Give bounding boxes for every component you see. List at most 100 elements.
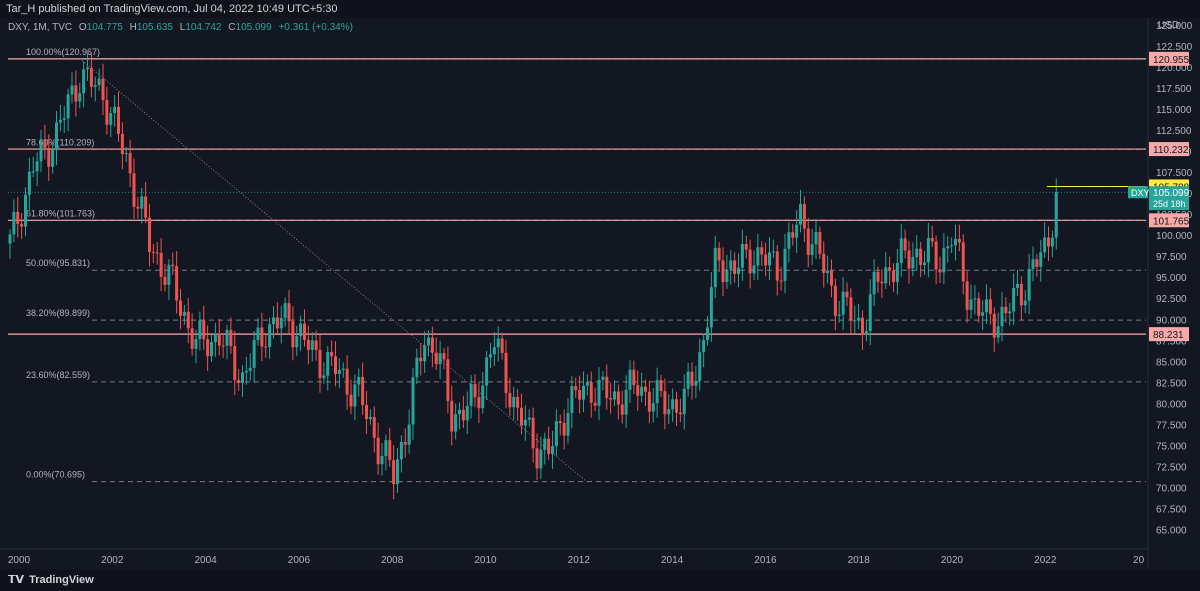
candle-body <box>8 234 12 244</box>
candle-body <box>458 409 461 415</box>
candle-body <box>97 78 101 86</box>
candle-body <box>244 370 248 373</box>
x-tick-label: 2000 <box>8 555 31 566</box>
candle-body <box>508 393 512 408</box>
candle-body <box>105 100 109 125</box>
level-price-label: 120.955 <box>1153 55 1190 66</box>
y-tick-label: 107.500 <box>1156 168 1193 179</box>
candle-body <box>861 317 864 335</box>
candle-body <box>260 327 264 347</box>
x-tick-label: 20 <box>1133 555 1145 566</box>
candle-body <box>562 422 566 436</box>
candle-body <box>938 269 942 273</box>
candle-body <box>946 246 950 249</box>
candle-body <box>89 67 93 87</box>
candle-body <box>264 346 268 348</box>
candle-body <box>543 438 547 450</box>
fib-level-label: 78.60%(110.209) <box>26 137 94 147</box>
y-tick-label: 97.500 <box>1156 252 1187 263</box>
candle-body <box>179 300 182 316</box>
y-tick-label: 92.500 <box>1156 294 1187 305</box>
candle-body <box>1027 268 1031 301</box>
candle-body <box>372 416 376 438</box>
tradingview-logo[interactable]: 𝗧𝗩 TradingView <box>8 569 94 591</box>
candle-body <box>961 242 965 282</box>
y-tick-label: 95.000 <box>1156 273 1187 284</box>
candle-body <box>570 386 574 414</box>
candle-body <box>62 118 66 120</box>
candle-body <box>469 383 473 407</box>
close-value: 105.099 <box>235 22 272 33</box>
candle-body <box>996 326 1000 338</box>
candle-body <box>903 238 907 251</box>
candle-body <box>43 139 47 148</box>
level-price-tag <box>1149 327 1189 342</box>
candle-body <box>78 93 82 102</box>
y-tick-label: 80.000 <box>1156 399 1187 410</box>
candle-body <box>120 133 124 155</box>
countdown-label: 25d 18h <box>1153 199 1186 209</box>
candle-body <box>31 171 35 173</box>
candle-body <box>725 269 729 283</box>
candle-body <box>826 270 830 273</box>
ohlc-legend: DXY, 1M, TVC O104.775 H105.635 L104.742 … <box>8 22 353 33</box>
tradingview-logo-icon: 𝗧𝗩 <box>8 574 25 586</box>
candle-body <box>644 386 647 392</box>
candle-body <box>407 424 411 445</box>
candle-body <box>740 243 744 268</box>
candle-body <box>884 267 888 284</box>
candle-body <box>151 251 155 253</box>
candle-body <box>837 314 841 316</box>
candle-body <box>283 303 287 318</box>
y-tick-label: 117.500 <box>1156 84 1192 95</box>
candle-body <box>1047 237 1050 247</box>
candle-body <box>841 291 845 315</box>
candle-body <box>1008 311 1012 314</box>
candle-body <box>396 459 399 485</box>
candle-body <box>117 106 120 134</box>
candle-body <box>601 376 605 380</box>
candle-body <box>55 122 58 151</box>
candle-body <box>667 409 671 415</box>
candle-body <box>992 313 996 338</box>
candle-body <box>155 252 159 254</box>
candle-body <box>713 247 717 288</box>
candle-body <box>82 69 86 94</box>
candle-body <box>899 238 903 263</box>
candle-body <box>1004 306 1008 314</box>
candle-body <box>733 260 737 274</box>
y-tick-label: 85.000 <box>1156 357 1187 368</box>
level-price-tag <box>1149 142 1189 157</box>
candle-body <box>93 85 97 87</box>
candle-body <box>1050 237 1054 247</box>
candle-body <box>442 353 446 360</box>
candle-body <box>620 404 624 415</box>
candle-body <box>194 339 198 349</box>
fib-trend-line <box>79 58 587 482</box>
fib-level-label: 23.60%(82.559) <box>26 370 90 380</box>
candle-body <box>485 357 489 386</box>
fib-level-label: 38.20%(89.899) <box>26 308 90 318</box>
x-tick-label: 2002 <box>101 555 124 566</box>
candle-body <box>140 196 144 209</box>
candle-body <box>880 281 884 284</box>
candle-body <box>252 339 256 368</box>
candle-body <box>965 281 969 310</box>
candle-body <box>678 412 682 415</box>
candle-body <box>582 385 585 400</box>
candle-body <box>551 446 554 455</box>
symbol-tag <box>1128 186 1148 199</box>
candle-body <box>202 320 206 340</box>
candle-body <box>934 241 938 270</box>
level-price-label: 110.232 <box>1153 145 1189 156</box>
candle-body <box>322 375 326 379</box>
candle-body <box>233 346 237 381</box>
x-tick-label: 2018 <box>848 555 871 566</box>
candle-body <box>1019 283 1023 306</box>
symbol-label: DXY, 1M, TVC <box>8 22 73 33</box>
y-tick-label: 100.000 <box>1156 231 1193 242</box>
publish-header: Tar_H published on TradingView.com, Jul … <box>0 0 1200 18</box>
candle-body <box>969 299 973 310</box>
low-value: 104.742 <box>185 22 222 33</box>
